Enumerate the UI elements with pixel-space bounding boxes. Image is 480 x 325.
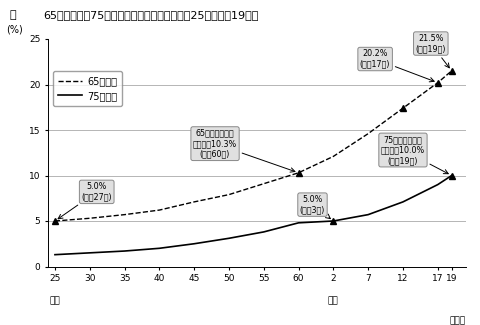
Text: 図: 図 <box>10 10 16 20</box>
Text: （年）: （年） <box>449 317 466 325</box>
Text: 65歳以上人口が
総人口の10.3%
(昭和60年): 65歳以上人口が 総人口の10.3% (昭和60年) <box>193 129 295 172</box>
Text: 5.0%
(平成3年): 5.0% (平成3年) <box>300 195 330 219</box>
Text: 21.5%
(平成19年): 21.5% (平成19年) <box>416 34 449 68</box>
Text: 5.0%
(昭和27年): 5.0% (昭和27年) <box>58 182 112 219</box>
Text: 20.2%
(平成17年): 20.2% (平成17年) <box>360 49 434 82</box>
Legend: 65歳以上, 75歳以上: 65歳以上, 75歳以上 <box>53 71 122 106</box>
Text: 昭和: 昭和 <box>49 296 60 305</box>
Text: 65歳以上及び75歳以上人口割合の推移（昭和25年～平成19年）: 65歳以上及び75歳以上人口割合の推移（昭和25年～平成19年） <box>43 10 259 20</box>
Text: 75歳以上人口が
総人口の10.0%
(平成19年): 75歳以上人口が 総人口の10.0% (平成19年) <box>381 135 448 174</box>
Text: 平成: 平成 <box>328 296 339 305</box>
Y-axis label: (%): (%) <box>6 24 23 34</box>
